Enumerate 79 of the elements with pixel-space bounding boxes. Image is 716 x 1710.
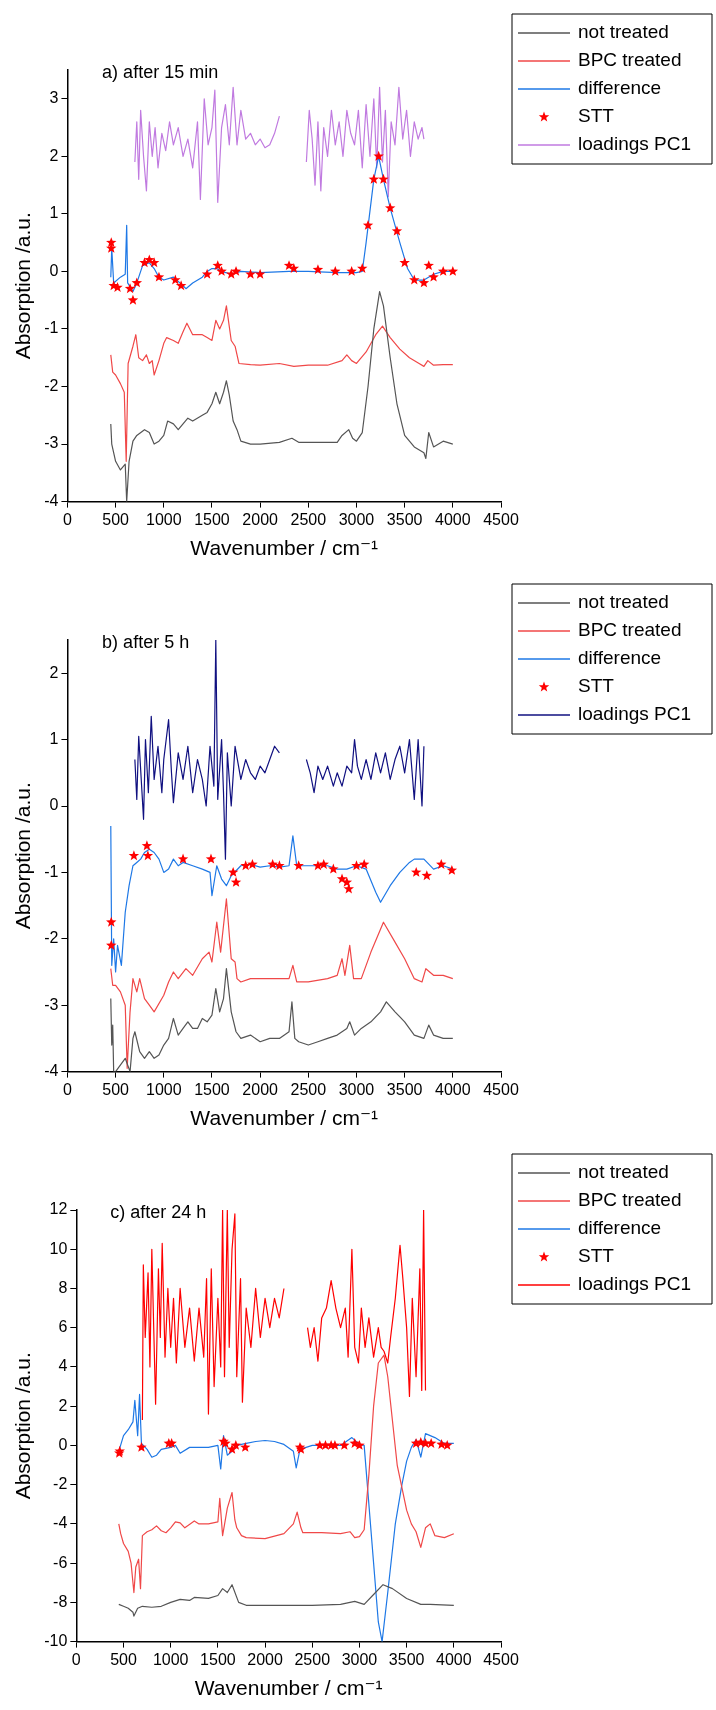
y-tick-label: 2 [49, 146, 59, 164]
y-tick-label: 4 [58, 1357, 68, 1375]
legend-label: loadings PC1 [578, 703, 692, 725]
x-tick-label: 4500 [483, 1080, 519, 1098]
x-axis-title: Wavenumber / cm⁻¹ [190, 1106, 379, 1130]
y-tick-label: 3 [49, 89, 59, 107]
y-tick-label: -2 [44, 376, 59, 394]
x-tick-label: 2500 [290, 1080, 327, 1098]
x-tick-label: 4500 [483, 1650, 519, 1668]
legend-label: STT [578, 105, 615, 127]
y-tick-label: -8 [53, 1592, 68, 1610]
x-tick-label: 3500 [386, 1080, 423, 1098]
legend-label: difference [578, 647, 662, 669]
y-tick-label: -3 [44, 995, 59, 1013]
x-tick-label: 2500 [290, 510, 327, 528]
x-axis-title: Wavenumber / cm⁻¹ [190, 536, 379, 560]
chart-title: c) after 24 h [110, 1201, 207, 1222]
y-tick-label: -6 [53, 1553, 68, 1571]
x-tick-label: 0 [71, 1650, 81, 1668]
legend-label: STT [578, 675, 615, 697]
x-tick-label: 2000 [242, 510, 279, 528]
y-tick-label: -1 [44, 862, 59, 880]
x-tick-label: 3000 [338, 1080, 375, 1098]
y-tick-label: -4 [44, 492, 59, 510]
chart-title: a) after 15 min [102, 61, 219, 82]
legend-label: BPC treated [578, 619, 682, 641]
x-tick-label: 500 [102, 1080, 130, 1098]
x-tick-label: 3500 [388, 1650, 425, 1668]
x-tick-label: 4000 [435, 510, 471, 528]
legend-label: difference [578, 1217, 662, 1239]
legend-label: BPC treated [578, 49, 682, 71]
x-tick-label: 500 [110, 1650, 137, 1668]
x-tick-label: 500 [102, 510, 130, 528]
y-tick-label: -2 [44, 929, 59, 947]
legend-label: not treated [578, 1161, 669, 1183]
x-tick-label: 2500 [294, 1650, 331, 1668]
legend-label: loadings PC1 [578, 133, 692, 155]
x-tick-label: 3000 [338, 510, 375, 528]
y-tick-label: 0 [58, 1435, 68, 1453]
y-tick-label: -4 [44, 1062, 59, 1080]
x-tick-label: 1000 [152, 1650, 189, 1668]
y-axis-title: Absorption /a.u. [11, 1352, 35, 1500]
x-tick-label: 3000 [341, 1650, 378, 1668]
legend-label: difference [578, 77, 662, 99]
x-axis-title: Wavenumber / cm⁻¹ [194, 1676, 383, 1700]
y-tick-label: 1 [49, 730, 59, 748]
y-tick-label: 8 [58, 1278, 68, 1296]
legend-label: not treated [578, 591, 669, 613]
y-tick-label: 12 [49, 1200, 68, 1218]
y-tick-label: 2 [49, 663, 59, 681]
x-tick-label: 2000 [247, 1650, 283, 1668]
y-tick-label: 6 [58, 1318, 68, 1336]
chart-title: b) after 5 h [102, 631, 190, 652]
legend-label: STT [578, 1245, 615, 1267]
y-tick-label: 0 [49, 796, 59, 814]
y-tick-label: -4 [53, 1514, 68, 1532]
y-tick-label: 1 [49, 204, 59, 222]
y-tick-label: -2 [53, 1475, 68, 1493]
y-tick-label: 2 [58, 1396, 68, 1414]
x-tick-label: 4000 [436, 1650, 472, 1668]
x-tick-label: 1000 [145, 1080, 182, 1098]
x-tick-label: 1000 [145, 510, 182, 528]
legend-label: not treated [578, 21, 669, 43]
y-tick-label: -1 [44, 319, 59, 337]
y-tick-label: 10 [49, 1239, 68, 1257]
x-tick-label: 2000 [242, 1080, 279, 1098]
y-tick-label: -10 [44, 1632, 68, 1650]
x-tick-label: 4000 [435, 1080, 471, 1098]
legend-label: loadings PC1 [578, 1273, 692, 1295]
x-tick-label: 1500 [200, 1650, 236, 1668]
x-tick-label: 1500 [194, 1080, 230, 1098]
legend-label: BPC treated [578, 1189, 682, 1211]
y-tick-label: 0 [49, 261, 59, 279]
y-axis-title: Absorption /a.u. [11, 212, 35, 360]
x-tick-label: 3500 [386, 510, 423, 528]
x-tick-label: 4500 [483, 510, 519, 528]
y-tick-label: -3 [44, 434, 59, 452]
y-axis-title: Absorption /a.u. [11, 782, 35, 930]
x-tick-label: 1500 [194, 510, 230, 528]
